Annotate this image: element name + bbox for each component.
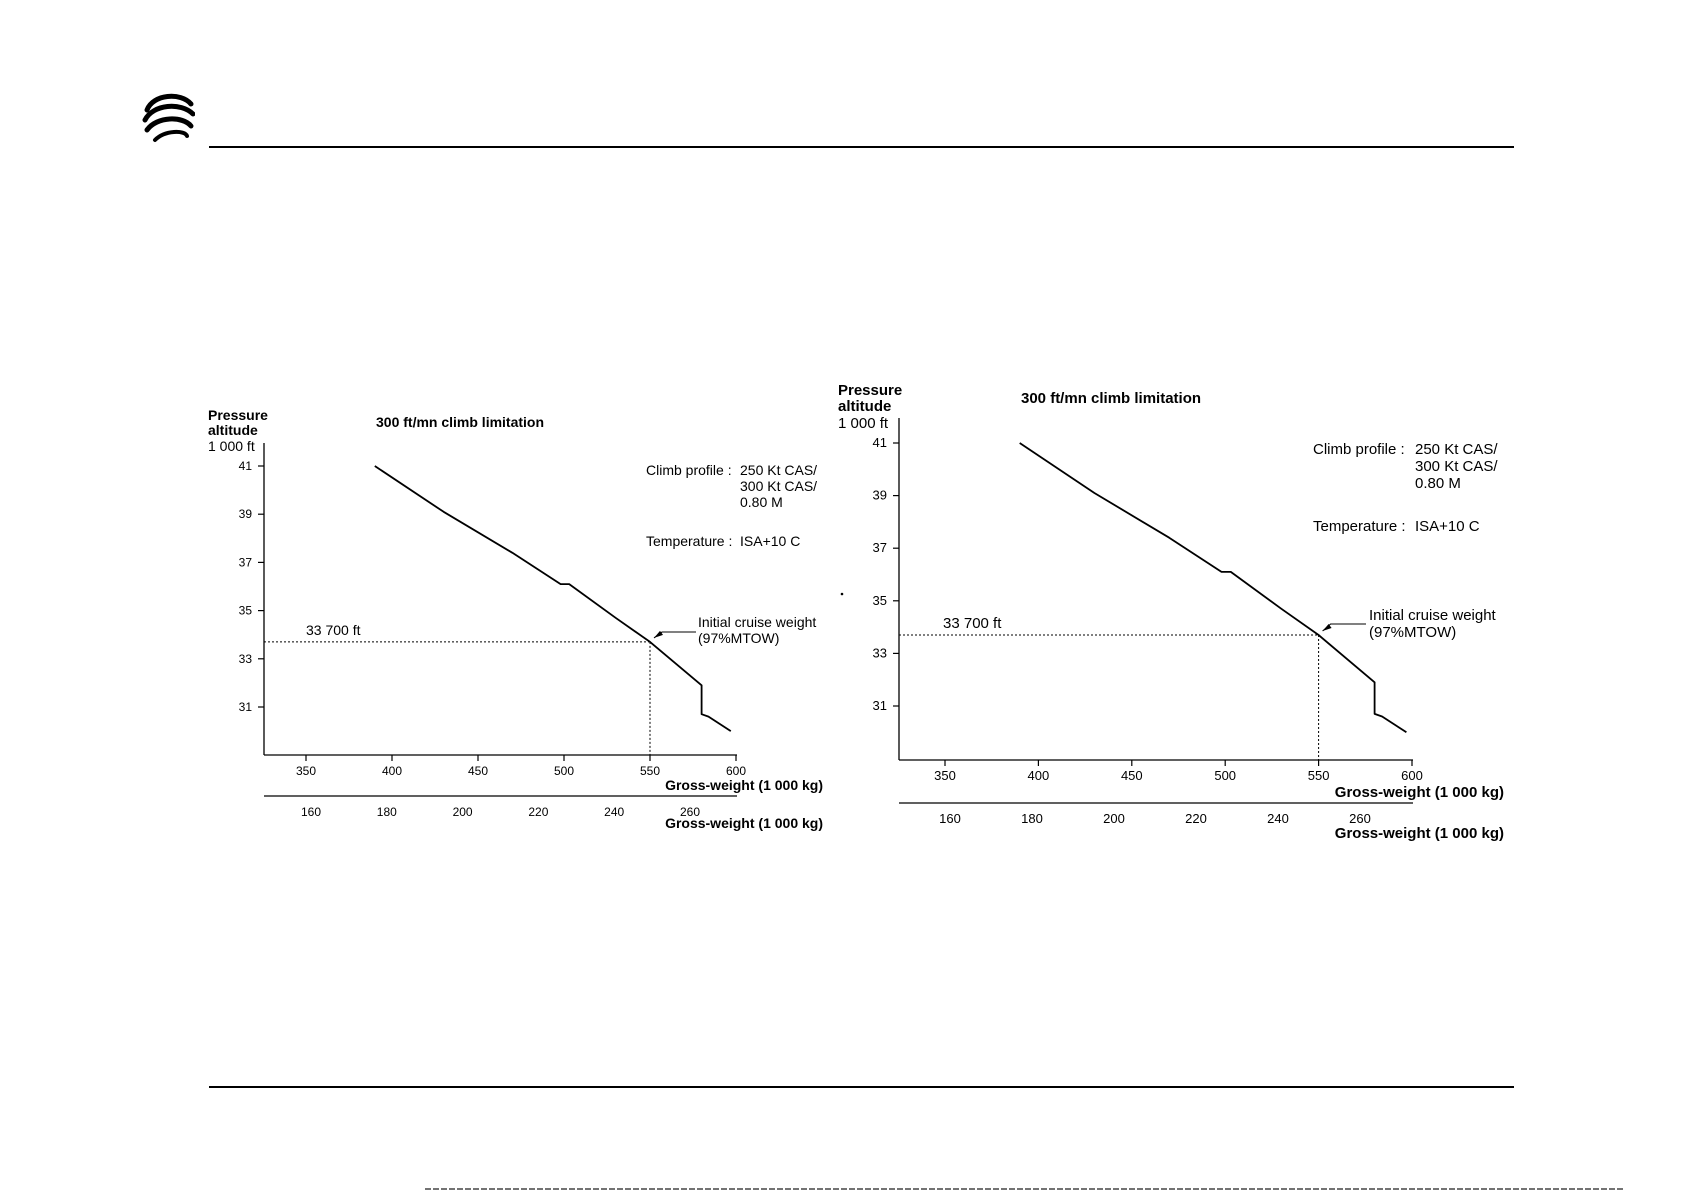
chart-right-title: 300 ft/mn climb limitation (1021, 390, 1201, 407)
chart-left-ylabel-line1: Pressure (208, 407, 268, 423)
stray-dot (840, 592, 844, 596)
chart-right-y-tick-label: 35 (873, 593, 887, 608)
chart-left-x2-tick-label: 180 (377, 805, 397, 819)
chart-left-series-line (374, 465, 732, 732)
chart-right-x-tick-label: 350 (934, 768, 956, 783)
chart-right-climb-label: Climb profile : (1313, 441, 1405, 458)
chart-right-climb-value-1: 250 Kt CAS/ (1415, 441, 1498, 458)
chart-left-x2-tick-label: 240 (604, 805, 624, 819)
chart-right-climb-value-3: 0.80 M (1415, 475, 1461, 492)
chart-left-ylabel-line3: 1 000 ft (208, 438, 255, 454)
chart-right-annotation-arrowhead (1322, 623, 1332, 631)
chart-left-x-tick-label: 450 (468, 764, 488, 778)
chart-left-annotation-line2: (97%MTOW) (698, 630, 779, 646)
chart-left-x-tick-label: 600 (726, 764, 746, 778)
chart-left-x-tick-label: 550 (640, 764, 660, 778)
chart-right-y-tick-label: 37 (873, 540, 887, 555)
chart-left-annotation-arrowhead (654, 630, 663, 638)
chart-left-climb-label: Climb profile : (646, 462, 732, 478)
chart-left-x-tick-label: 350 (296, 764, 316, 778)
chart-right-x2-tick-label: 260 (1349, 811, 1371, 826)
chart-right-y-tick-label: 39 (873, 488, 887, 503)
chart-left-climb-value-2: 300 Kt CAS/ (740, 478, 817, 494)
chart-right-temp-value: ISA+10 C (1415, 518, 1480, 535)
company-logo-icon (142, 93, 195, 142)
chart-right-annotation-line1: Initial cruise weight (1369, 607, 1497, 624)
chart-right-x2-tick-label: 200 (1103, 811, 1125, 826)
chart-right-y-tick-label: 41 (873, 435, 887, 450)
chart-left-x-tick-label: 400 (382, 764, 402, 778)
chart-right-xlabel: Gross-weight (1 000 kg) (1335, 784, 1504, 801)
chart-right-x2-tick-label: 240 (1267, 811, 1289, 826)
chart-right-x-tick-label: 400 (1028, 768, 1050, 783)
chart-left-y-tick-label: 39 (239, 507, 253, 521)
chart-left-title: 300 ft/mn climb limitation (376, 414, 544, 430)
chart-right-x2label: Gross-weight (1 000 kg) (1335, 825, 1504, 842)
chart-right-reference-label: 33 700 ft (943, 615, 1002, 632)
chart-left-temp-label: Temperature : (646, 533, 732, 549)
chart-right-y-tick-label: 33 (873, 645, 887, 660)
chart-right-y-tick-label: 31 (873, 698, 887, 713)
chart-left-y-tick-label: 37 (239, 555, 253, 569)
header-rule (209, 146, 1514, 148)
chart-left-y-tick-label: 33 (239, 652, 253, 666)
chart-right-annotation-line2: (97%MTOW) (1369, 624, 1456, 641)
chart-right-x-tick-label: 600 (1401, 768, 1423, 783)
chart-right-series-line (1019, 442, 1407, 734)
chart-left-x2-tick-label: 160 (301, 805, 321, 819)
chart-right-ylabel-line3: 1 000 ft (838, 415, 889, 432)
chart-left-annotation-line1: Initial cruise weight (698, 614, 816, 630)
chart-right-marks (899, 442, 1407, 760)
chart-left-y-tick-label: 31 (239, 700, 253, 714)
chart-right-ticks: 31 33 35 37 39 41 350 400 450 500 550 600 160 180 200 2… (873, 435, 1423, 826)
chart-left-x-tick-label: 500 (554, 764, 574, 778)
chart-left-x2label: Gross-weight (1 000 kg) (665, 815, 823, 831)
chart-right-x-tick-label: 550 (1308, 768, 1330, 783)
chart-left-x2-tick-label: 220 (528, 805, 548, 819)
chart-left-marks (264, 465, 732, 755)
chart-right-x-tick-label: 450 (1121, 768, 1143, 783)
chart-right-x2-tick-label: 220 (1185, 811, 1207, 826)
chart-left-y-tick-label: 35 (239, 604, 253, 618)
chart-right-x2-tick-label: 160 (939, 811, 961, 826)
chart-left-reference-label: 33 700 ft (306, 622, 361, 638)
chart-left-x2-tick-label: 200 (453, 805, 473, 819)
chart-left-temp-value: ISA+10 C (740, 533, 800, 549)
footer-rule (209, 1086, 1514, 1088)
bottom-scan-artifact (425, 1188, 1625, 1190)
chart-left-ticks: 31 33 35 37 39 41 350 400 450 500 550 600 160 180 200 2… (239, 459, 747, 819)
chart-left-y-tick-label: 41 (239, 459, 253, 473)
chart-left-climb-value-3: 0.80 M (740, 494, 783, 510)
chart-left-axes (263, 443, 737, 797)
chart-right-x-tick-label: 500 (1214, 768, 1236, 783)
chart-right-ylabel-line2: altitude (838, 398, 891, 415)
chart-right-ylabel-line1: Pressure (838, 382, 902, 399)
chart-left-climb-value-1: 250 Kt CAS/ (740, 462, 817, 478)
chart-left-ylabel-line2: altitude (208, 422, 258, 438)
chart-left-xlabel: Gross-weight (1 000 kg) (665, 777, 823, 793)
chart-right-x2-tick-label: 180 (1021, 811, 1043, 826)
chart-right-axes (898, 418, 1413, 804)
chart-right-temp-label: Temperature : (1313, 518, 1406, 535)
chart-left-x2-tick-label: 260 (680, 805, 700, 819)
chart-right-climb-value-2: 300 Kt CAS/ (1415, 458, 1498, 475)
